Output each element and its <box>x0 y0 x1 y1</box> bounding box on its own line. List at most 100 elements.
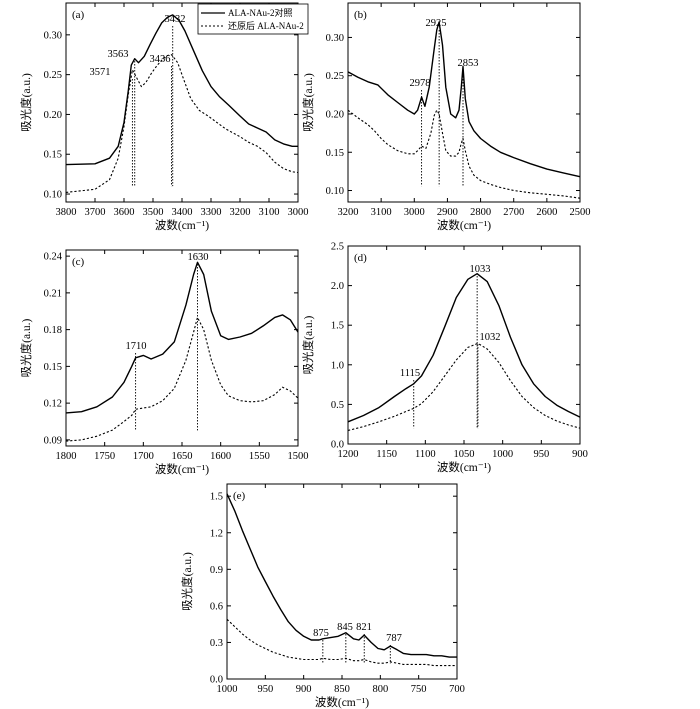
series-line-control <box>347 273 581 423</box>
series-line-reduced <box>65 316 299 442</box>
y-tick-label: 1.5 <box>210 492 223 503</box>
panel-c: 1800 1750 1700 1650 1600 1550 1500 0.09 0.12 0.15… <box>19 249 309 476</box>
peak-label: 1630 <box>188 252 209 263</box>
y-tick-label: 2.5 <box>331 242 344 253</box>
y-tick-label: 0.15 <box>326 148 344 159</box>
peak-label: 1710 <box>126 341 147 352</box>
y-tick-label: 0.24 <box>44 252 63 263</box>
x-tick-label: 900 <box>296 684 312 695</box>
peak-label: 2925 <box>426 18 447 29</box>
x-tick-label: 1600 <box>210 451 231 462</box>
x-tick-label: 3500 <box>143 207 164 218</box>
series-line-control <box>226 493 457 658</box>
y-tick-label: 1.0 <box>331 360 344 371</box>
plot-frame <box>226 483 458 680</box>
y-axis-label: 吸光度(a.u.) <box>19 73 33 132</box>
y-tick-label: 0.15 <box>44 362 62 373</box>
x-tick-label: 1150 <box>376 449 397 460</box>
y-tick-label: 0.30 <box>44 30 62 41</box>
y-tick-label: 0.10 <box>44 190 62 201</box>
y-tick-label: 0.0 <box>210 675 223 686</box>
y-tick-label: 0.21 <box>44 288 62 299</box>
x-tick-label: 3200 <box>338 207 359 218</box>
panel-d: 1200 1150 1100 1050 1000 950 900 0.0 0.5 1.0 1.5 2.… <box>301 242 588 475</box>
x-tick-label: 1800 <box>56 451 77 462</box>
x-tick-label: 900 <box>572 449 588 460</box>
y-axis-label: 吸光度(a.u.) <box>19 318 33 377</box>
x-tick-label: 1750 <box>94 451 115 462</box>
x-tick-label: 1000 <box>217 684 238 695</box>
y-tick-label: 0.15 <box>44 150 62 161</box>
x-tick-label: 3300 <box>201 207 222 218</box>
x-tick-label: 3400 <box>172 207 193 218</box>
y-tick-label: 2.0 <box>331 281 344 292</box>
x-tick-label: 3700 <box>85 207 106 218</box>
x-tick-label: 3800 <box>56 207 77 218</box>
plot-frame <box>347 245 581 445</box>
peak-label: 3563 <box>108 49 129 60</box>
y-tick-label: 0.25 <box>326 71 344 82</box>
panel-label: (b) <box>354 9 367 21</box>
legend-box <box>197 3 309 35</box>
y-tick-label: 0.12 <box>44 399 62 410</box>
y-axis-label: 吸光度(a.u.) <box>180 552 194 611</box>
panel-label: (a) <box>72 9 85 21</box>
y-tick-label: 0.5 <box>331 400 344 411</box>
x-tick-label: 1050 <box>454 449 475 460</box>
x-axis-label: 波数(cm⁻¹) <box>437 460 491 474</box>
y-tick-label: 0.18 <box>44 325 62 336</box>
peak-label: 845 <box>337 622 353 633</box>
legend-solid-label: ALA-NAu-2对照 <box>228 7 293 18</box>
peak-label: 787 <box>386 633 402 644</box>
plot-frame <box>65 249 299 447</box>
x-tick-label: 1500 <box>288 451 309 462</box>
y-axis-label: 吸光度(a.u.) <box>301 73 315 132</box>
series-line-control <box>347 21 581 178</box>
y-tick-label: 0.6 <box>210 601 223 612</box>
legend: ALA-NAu-2对照 还原后 ALA-NAu-2 <box>197 3 309 35</box>
x-tick-label: 1200 <box>338 449 359 460</box>
series-line-reduced <box>347 342 581 432</box>
peak-label: 821 <box>356 622 372 633</box>
x-tick-label: 950 <box>533 449 549 460</box>
y-tick-label: 0.30 <box>326 33 344 44</box>
panel-label: (d) <box>354 252 367 264</box>
x-axis-label: 波数(cm⁻¹) <box>155 462 209 476</box>
panel-a: 3800 3700 3600 3500 3400 3300 3200 3100 3000 0.10… <box>19 2 309 232</box>
x-tick-label: 3100 <box>371 207 392 218</box>
peak-label: 3436 <box>150 54 171 65</box>
series-line-reduced <box>347 109 581 199</box>
x-tick-label: 3200 <box>230 207 251 218</box>
series-line-control <box>65 261 299 414</box>
series-line-control <box>65 14 298 166</box>
x-tick-label: 1000 <box>492 449 513 460</box>
x-tick-label: 3000 <box>404 207 425 218</box>
peak-label: 2978 <box>410 78 431 89</box>
y-axis-label: 吸光度(a.u.) <box>301 315 315 374</box>
y-tick-label: 1.2 <box>210 528 223 539</box>
peak-label: 3571 <box>90 67 111 78</box>
x-tick-label: 850 <box>334 684 350 695</box>
peak-label: 2853 <box>458 58 479 69</box>
x-tick-label: 2700 <box>503 207 524 218</box>
x-tick-label: 2600 <box>536 207 557 218</box>
y-tick-label: 0.9 <box>210 565 223 576</box>
panel-label: (e) <box>233 490 246 502</box>
x-tick-label: 3600 <box>114 207 135 218</box>
x-tick-label: 3100 <box>259 207 280 218</box>
plot-frame <box>347 2 581 203</box>
y-tick-label: 0.20 <box>326 109 344 120</box>
y-tick-label: 0.3 <box>210 638 223 649</box>
y-tick-label: 0.10 <box>326 186 344 197</box>
panel-b: 3200 3100 3000 2900 2800 2700 2600 2500 0.10 0.15… <box>301 2 591 232</box>
peak-label: 1115 <box>400 368 420 379</box>
legend-dashed-label: 还原后 ALA-NAu-2 <box>228 20 304 31</box>
y-tick-label: 1.5 <box>331 321 344 332</box>
x-tick-label: 1700 <box>133 451 154 462</box>
panel-e: 1000 950 900 850 800 750 700 0.0 0.3 0.6 0.9 1.2 1.5… <box>180 483 465 709</box>
x-axis-label: 波数(cm⁻¹) <box>155 218 209 232</box>
y-tick-label: 0.09 <box>44 435 62 446</box>
panel-label: (c) <box>72 256 85 268</box>
x-tick-label: 2500 <box>570 207 591 218</box>
